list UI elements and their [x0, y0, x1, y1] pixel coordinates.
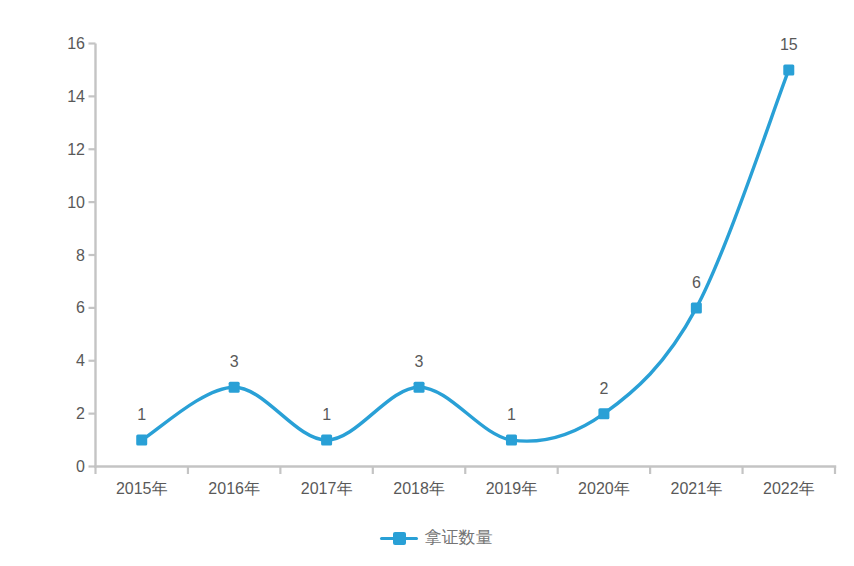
- chart-legend[interactable]: 拿证数量: [0, 526, 854, 550]
- chart-container: 02468101214162015年2016年2017年2018年2019年20…: [0, 0, 854, 566]
- y-tick-label: 4: [76, 352, 85, 369]
- y-tick-label: 12: [67, 141, 85, 158]
- y-tick-label: 6: [76, 299, 85, 316]
- x-tick-label: 2017年: [301, 480, 353, 497]
- y-tick-label: 16: [67, 35, 85, 52]
- x-tick-label: 2020年: [578, 480, 630, 497]
- legend-line-sample: [380, 537, 418, 540]
- data-point-marker[interactable]: [229, 382, 240, 393]
- y-tick-label: 10: [67, 194, 85, 211]
- line-chart-svg: 02468101214162015年2016年2017年2018年2019年20…: [0, 0, 854, 566]
- y-tick-label: 8: [76, 247, 85, 264]
- data-point-label: 2: [599, 380, 608, 397]
- data-point-label: 3: [230, 353, 239, 370]
- y-tick-label: 14: [67, 88, 85, 105]
- y-tick-label: 2: [76, 405, 85, 422]
- data-point-label: 3: [415, 353, 424, 370]
- x-tick-label: 2015年: [116, 480, 168, 497]
- data-point-label: 1: [137, 406, 146, 423]
- legend-square-marker-icon: [393, 532, 406, 545]
- data-point-marker[interactable]: [321, 435, 332, 446]
- x-tick-label: 2016年: [208, 480, 260, 497]
- data-point-marker[interactable]: [691, 302, 702, 313]
- data-point-marker[interactable]: [506, 435, 517, 446]
- y-tick-label: 0: [76, 458, 85, 475]
- data-point-marker[interactable]: [783, 64, 794, 75]
- x-tick-label: 2021年: [671, 480, 723, 497]
- data-point-label: 1: [507, 406, 516, 423]
- data-point-label: 6: [692, 274, 701, 291]
- data-point-marker[interactable]: [414, 382, 425, 393]
- data-point-marker[interactable]: [136, 435, 147, 446]
- data-point-label: 1: [322, 406, 331, 423]
- x-tick-label: 2019年: [486, 480, 538, 497]
- data-point-label: 15: [780, 36, 798, 53]
- legend-item[interactable]: 拿证数量: [380, 528, 493, 548]
- data-point-marker[interactable]: [598, 408, 609, 419]
- x-tick-label: 2022年: [763, 480, 815, 497]
- legend-label: 拿证数量: [425, 528, 493, 548]
- x-tick-label: 2018年: [393, 480, 445, 497]
